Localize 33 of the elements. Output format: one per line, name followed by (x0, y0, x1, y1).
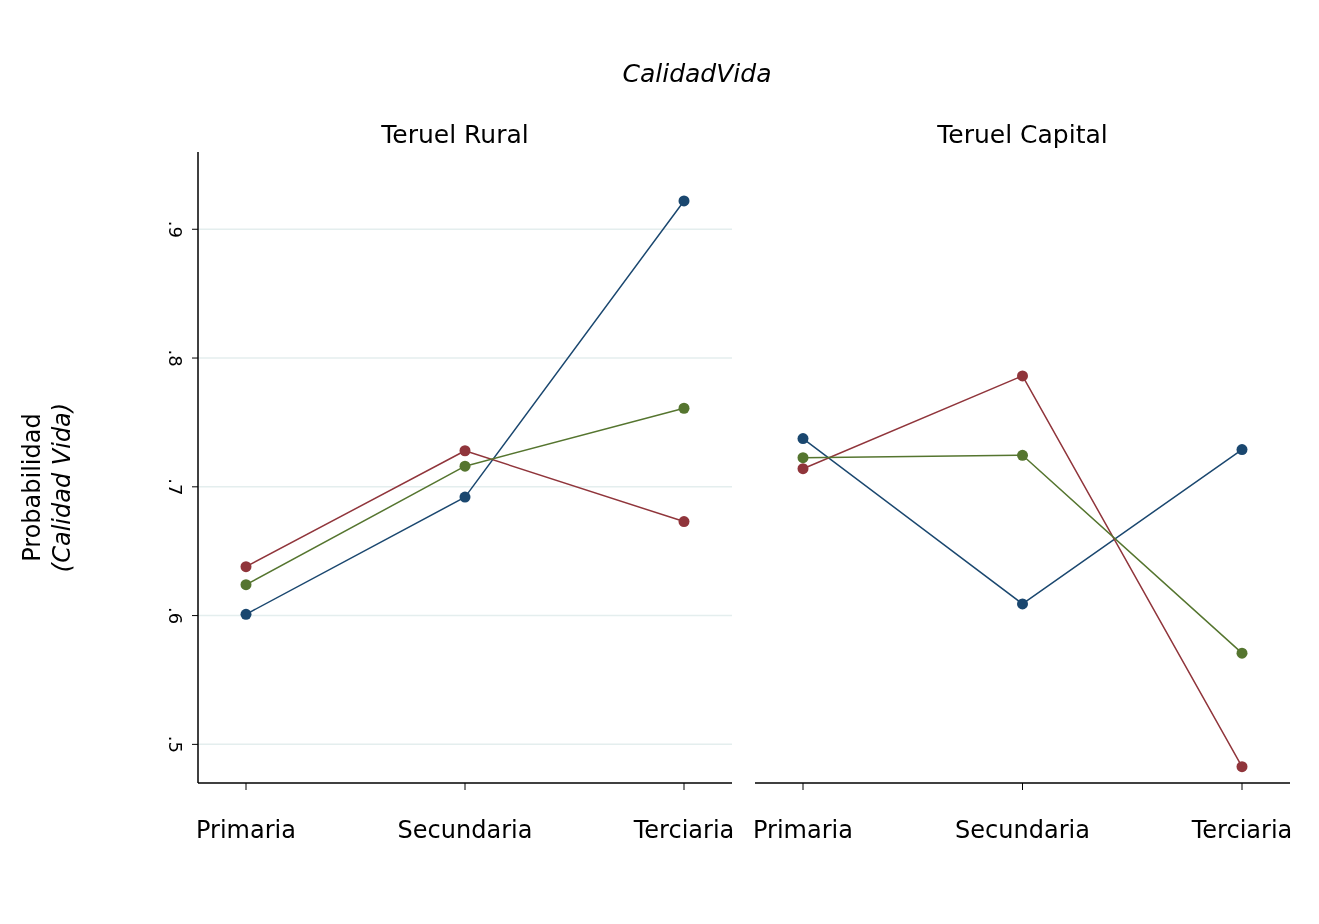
point (797, 463, 809, 475)
point (1236, 761, 1248, 773)
x-tick-label: Secundaria (955, 816, 1090, 844)
x-tick-label: Terciaria (632, 816, 735, 844)
x-tick-label: Secundaria (397, 816, 533, 844)
y-tick-label: .6 (165, 607, 186, 625)
point (240, 579, 252, 591)
point (797, 452, 809, 464)
point (1017, 598, 1028, 610)
y-axis-title: Probabilidad (Calidad Vida) (18, 402, 76, 573)
point (1236, 444, 1248, 456)
chart-title: Teruel Rural (380, 120, 529, 149)
y-tick-label: .7 (165, 478, 186, 496)
y-tick-label: .9 (165, 220, 186, 238)
x-tick-label: Primaria (196, 816, 296, 844)
point (1017, 370, 1028, 382)
point (1236, 647, 1248, 659)
point (459, 445, 471, 457)
text: CalidadVida (622, 59, 772, 88)
y-tick-label: .5 (165, 735, 186, 753)
point (459, 460, 471, 472)
x-tick-label: Terciaria (1190, 816, 1293, 844)
point (678, 516, 690, 528)
point (797, 433, 809, 445)
point (678, 195, 690, 207)
chart-title: Teruel Capital (936, 120, 1108, 149)
point (1017, 449, 1028, 461)
point (240, 608, 252, 620)
x-tick-label: Primaria (753, 816, 853, 844)
point (459, 491, 471, 503)
point (678, 402, 690, 414)
y-tick-label: .8 (165, 349, 186, 367)
point (240, 561, 252, 573)
